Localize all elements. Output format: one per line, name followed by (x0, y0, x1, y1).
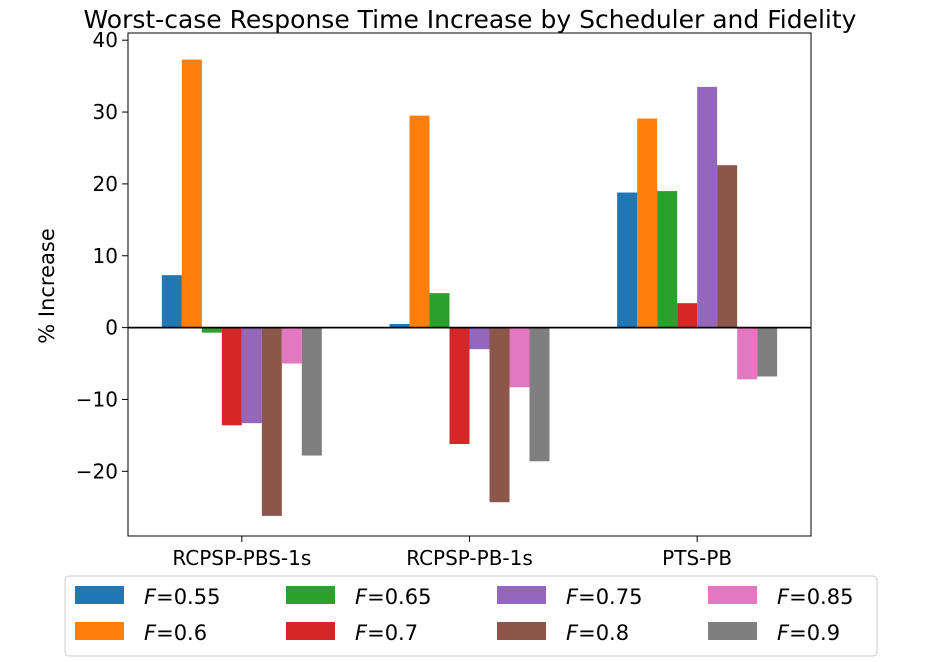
bar (469, 327, 490, 350)
legend-swatch (75, 586, 124, 604)
legend-swatch (75, 622, 124, 640)
legend-label: F=0.9 (777, 621, 840, 645)
legend-label: F=0.75 (566, 585, 642, 609)
y-tick-label: 0 (105, 316, 118, 340)
bar (657, 191, 678, 328)
plot-area: RCPSP-PBS-1s RCPSP-PB-1s PTS-PB −20 −10 0 10 20… (76, 28, 812, 570)
bar (281, 327, 302, 364)
bar (301, 327, 322, 456)
legend-label: F=0.8 (566, 621, 629, 645)
bar (221, 327, 242, 426)
legend-label: F=0.85 (777, 585, 853, 609)
y-tick-label: −10 (76, 387, 118, 411)
bar (717, 165, 738, 328)
bar (409, 115, 430, 328)
bar (161, 275, 182, 328)
y-tick-label: 10 (93, 244, 118, 268)
x-tick-label: RCPSP-PBS-1s (172, 546, 311, 570)
chart-title: Worst-case Response Time Increase by Sch… (84, 5, 857, 34)
y-tick-label: −20 (76, 459, 118, 483)
x-tick-label: PTS-PB (662, 546, 732, 570)
bar (509, 327, 530, 388)
bar (489, 327, 510, 503)
bar (241, 327, 262, 424)
legend-label: F=0.6 (144, 621, 207, 645)
bar (201, 327, 222, 333)
bar (677, 303, 698, 328)
y-tick-label: 20 (93, 172, 118, 196)
bar (449, 327, 470, 445)
bar (529, 327, 550, 462)
y-tick-label: 40 (93, 28, 118, 52)
bar (389, 324, 410, 328)
legend-swatch (708, 622, 757, 640)
bar (617, 192, 638, 328)
legend-swatch (286, 586, 335, 604)
bar (757, 327, 778, 377)
bar (697, 86, 718, 328)
legend: F=0.55 F=0.6 F=0.65 F=0.7 F=0.75 F=0.8 F=0.85 F… (64, 575, 878, 657)
y-axis-label: % Increase (35, 228, 59, 344)
y-tick-label: 30 (93, 100, 118, 124)
legend-swatch (497, 622, 546, 640)
legend-label: F=0.55 (144, 585, 220, 609)
x-tick-label: RCPSP-PB-1s (406, 546, 533, 570)
bar (637, 118, 658, 328)
legend-label: F=0.7 (355, 621, 418, 645)
bar (429, 293, 450, 328)
legend-box (64, 575, 878, 657)
bar (737, 327, 758, 380)
legend-swatch (708, 586, 757, 604)
legend-label: F=0.65 (355, 585, 431, 609)
plot-frame (127, 32, 812, 537)
legend-swatch (286, 622, 335, 640)
bar (261, 327, 282, 516)
bar (181, 59, 202, 328)
legend-swatch (497, 586, 546, 604)
